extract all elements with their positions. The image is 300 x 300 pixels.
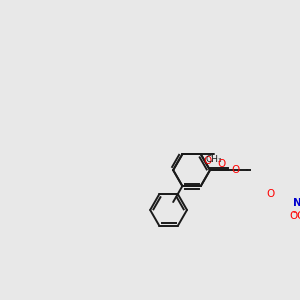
Text: O: O — [218, 159, 226, 169]
Text: O: O — [266, 189, 274, 200]
Text: -: - — [292, 208, 296, 217]
Text: N: N — [293, 198, 300, 208]
Text: O: O — [203, 156, 211, 166]
Text: O: O — [289, 211, 297, 221]
Text: O: O — [231, 165, 239, 175]
Text: CH₃: CH₃ — [206, 155, 222, 164]
Text: O: O — [297, 211, 300, 221]
Text: +: + — [298, 195, 300, 204]
